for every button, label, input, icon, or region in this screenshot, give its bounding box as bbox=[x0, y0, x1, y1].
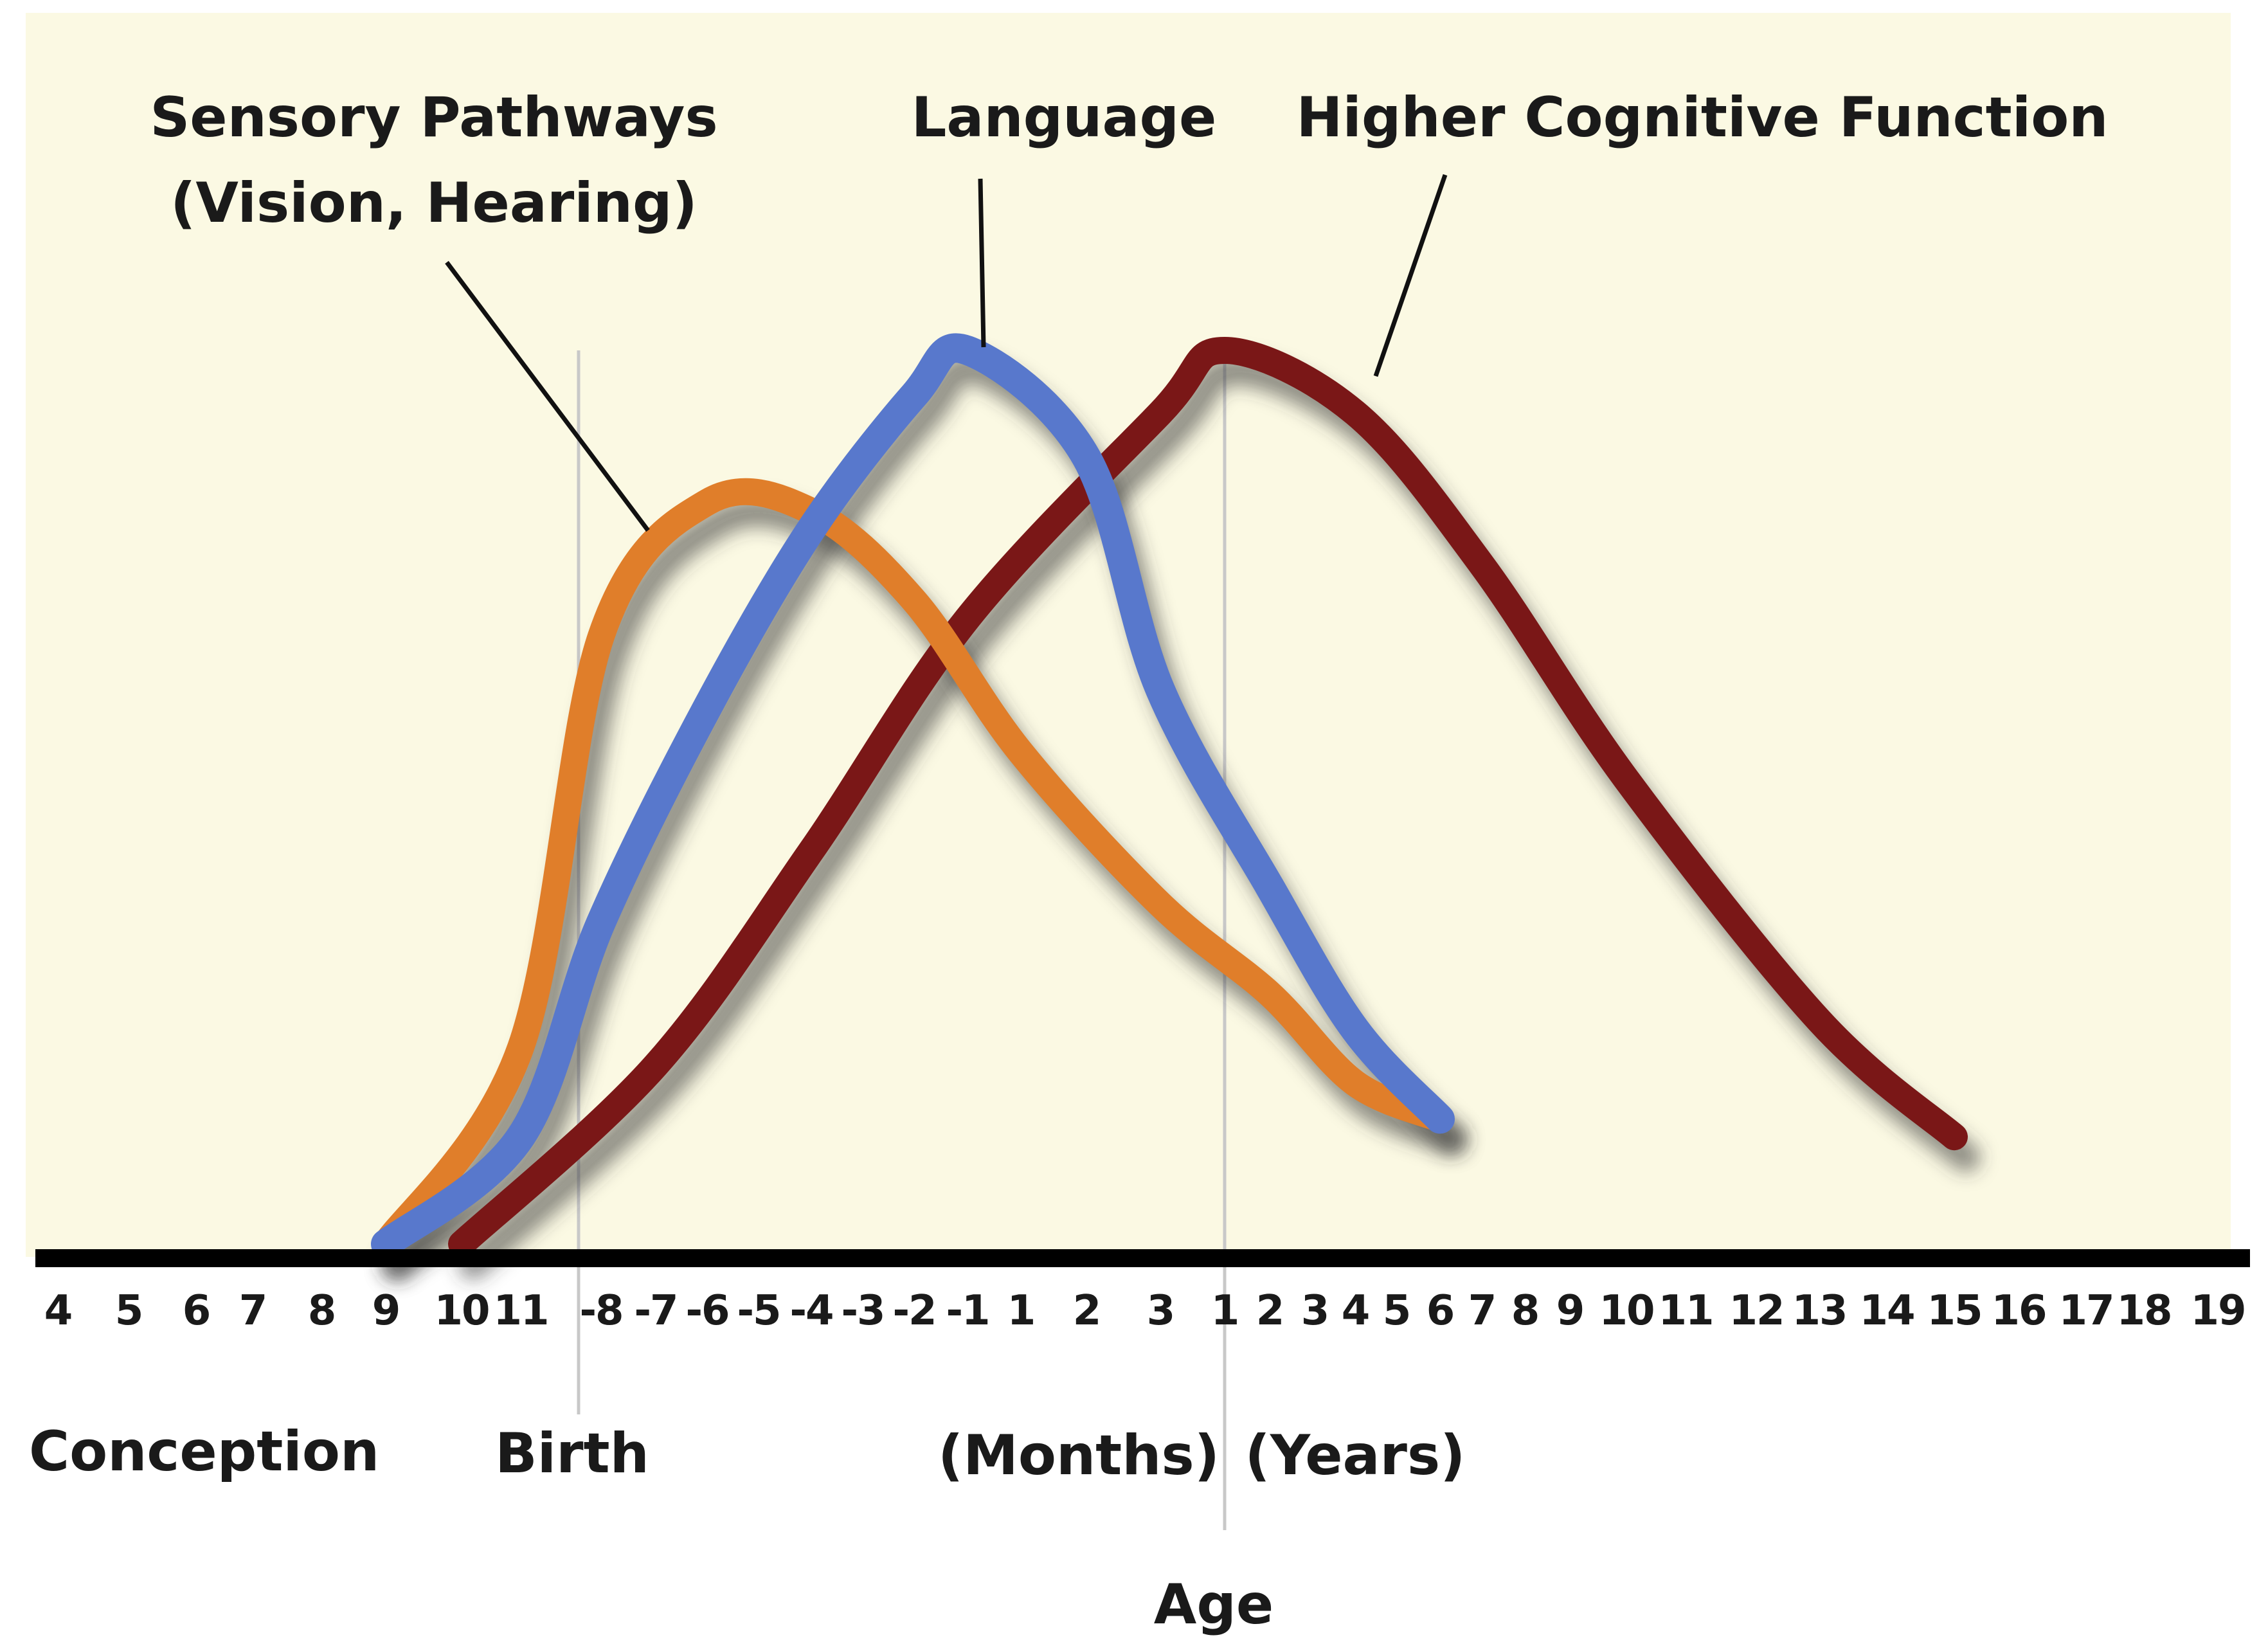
series-label-sensory-line1: Sensory Pathways bbox=[150, 86, 717, 150]
x-tick-label: 6 bbox=[183, 1287, 210, 1335]
x-tick-label: -5 bbox=[737, 1287, 780, 1335]
x-tick-label: 18 bbox=[2116, 1287, 2171, 1335]
x-tick-label: 4 bbox=[1342, 1287, 1369, 1335]
x-tick-labels: -8 -7 -6 -5 -4 -3 -2 -1 1 2 34 5 6 7 8 9 10 11 1 2 3 4 5 6 7 8 9 10… bbox=[44, 1287, 2247, 1335]
curves bbox=[371, 333, 1968, 1259]
x-tick-label: 8 bbox=[1511, 1287, 1539, 1335]
series-line-cognitive bbox=[448, 337, 1968, 1258]
x-tick-label: -7 bbox=[634, 1287, 677, 1335]
x-tick-label: 1 bbox=[1211, 1287, 1239, 1335]
x-tick-label: 14 bbox=[1859, 1287, 1914, 1335]
x-tick-label: 16 bbox=[1991, 1287, 2046, 1335]
series-label-cognitive: Higher Cognitive Function bbox=[1296, 86, 2108, 150]
x-tick-label: 1 bbox=[1007, 1287, 1035, 1335]
x-tick-label: 11 bbox=[493, 1287, 548, 1335]
x-tick-label: 12 bbox=[1729, 1287, 1783, 1335]
x-tick-label: 7 bbox=[239, 1287, 267, 1335]
series-label-sensory-line2: (Vision, Hearing) bbox=[170, 171, 698, 235]
x-tick-label: 11 bbox=[1658, 1287, 1713, 1335]
conception-label: Conception bbox=[29, 1420, 379, 1484]
x-tick-label: 15 bbox=[1927, 1287, 1981, 1335]
x-tick-label: -1 bbox=[946, 1287, 989, 1335]
x-tick-label: 8 bbox=[308, 1287, 336, 1335]
x-tick-label: 2 bbox=[1073, 1287, 1101, 1335]
x-axis-title: Age bbox=[1154, 1573, 1274, 1637]
x-tick-label: 17 bbox=[2058, 1287, 2113, 1335]
language-leader-line bbox=[978, 178, 986, 348]
x-tick-label: 2 bbox=[1256, 1287, 1284, 1335]
x-tick-label: 4 bbox=[44, 1287, 72, 1335]
x-tick-label: 3 bbox=[1301, 1287, 1329, 1335]
x-tick-label: -3 bbox=[841, 1287, 884, 1335]
series-label-language: Language bbox=[912, 86, 1217, 150]
series-line-language bbox=[371, 333, 1455, 1259]
x-tick-label: -4 bbox=[789, 1287, 833, 1335]
x-tick-label: 6 bbox=[1426, 1287, 1454, 1335]
x-tick-label: 10 bbox=[434, 1287, 489, 1335]
x-tick-label: -6 bbox=[685, 1287, 728, 1335]
cognitive-leader-line bbox=[1373, 174, 1448, 377]
years-label: (Years) bbox=[1245, 1423, 1466, 1488]
x-tick-label: 9 bbox=[1556, 1287, 1584, 1335]
x-tick-label: -8 bbox=[579, 1287, 622, 1335]
x-tick-label: 3 bbox=[1147, 1287, 1174, 1335]
x-tick-label: 19 bbox=[2190, 1287, 2245, 1335]
x-tick-label: 7 bbox=[1468, 1287, 1496, 1335]
sensory-leader-line bbox=[445, 260, 650, 532]
months-label: (Months) bbox=[938, 1423, 1220, 1488]
series-line-sensory bbox=[372, 478, 1454, 1258]
birth-label: Birth bbox=[495, 1421, 649, 1486]
x-tick-label: 9 bbox=[372, 1287, 400, 1335]
x-tick-label: 5 bbox=[115, 1287, 143, 1335]
x-tick-label: 13 bbox=[1792, 1287, 1846, 1335]
x-tick-label: 5 bbox=[1383, 1287, 1410, 1335]
x-tick-label: -2 bbox=[892, 1287, 935, 1335]
x-tick-label: 10 bbox=[1599, 1287, 1653, 1335]
